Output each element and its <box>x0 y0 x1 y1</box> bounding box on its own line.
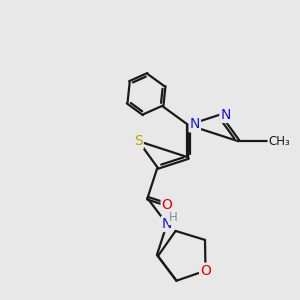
Text: N: N <box>162 217 172 231</box>
Text: O: O <box>162 197 172 212</box>
Text: N: N <box>190 117 200 131</box>
Text: CH₃: CH₃ <box>268 135 290 148</box>
Text: S: S <box>134 134 143 148</box>
Text: O: O <box>200 264 211 278</box>
Text: N: N <box>220 108 231 122</box>
Text: H: H <box>169 211 178 224</box>
